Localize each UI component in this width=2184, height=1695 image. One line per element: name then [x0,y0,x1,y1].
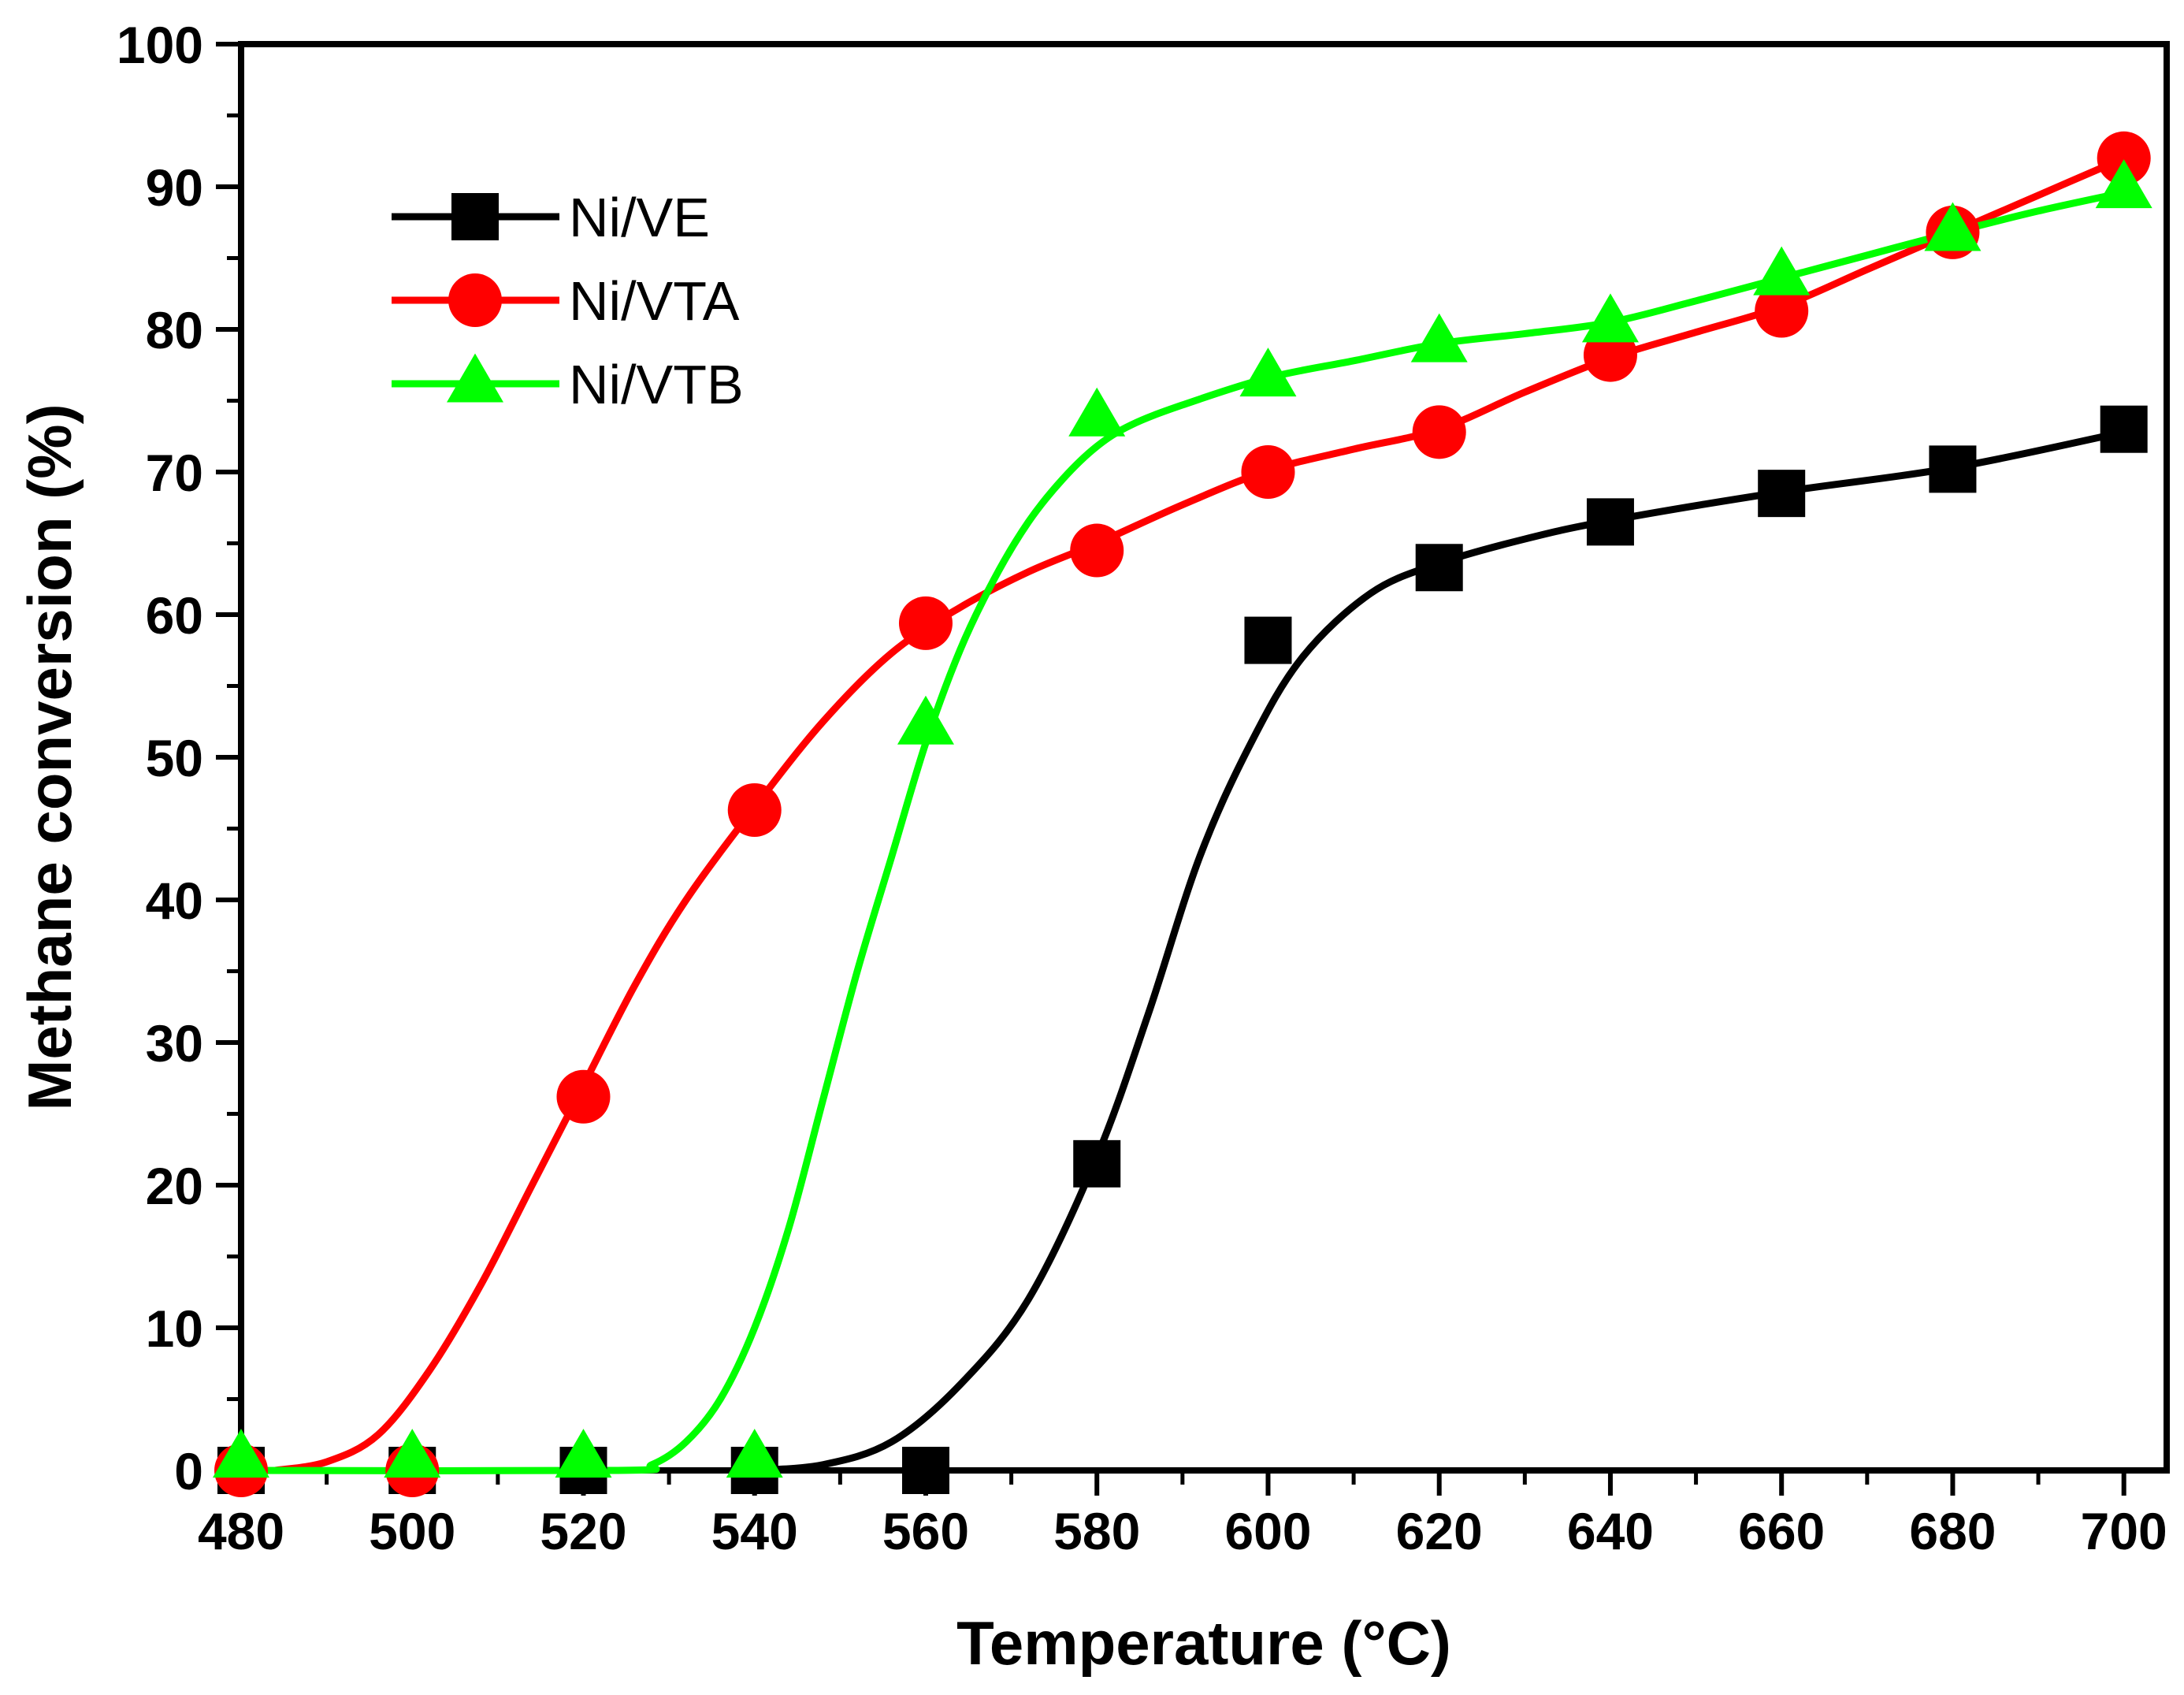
x-tick-label: 680 [1909,1502,1996,1560]
data-point-series-1 [1586,498,1634,546]
y-tick-label: 70 [146,444,203,502]
series-line-3 [240,188,2125,1475]
data-point-series-2 [556,1069,611,1124]
data-point-series-3 [1410,313,1468,362]
x-tick-label: 640 [1567,1502,1654,1560]
data-point-series-1 [1073,1139,1121,1188]
data-point-series-2 [2097,131,2151,185]
data-point-series-2 [1755,284,1809,338]
data-point-series-1 [1415,544,1463,592]
data-point-series-3 [1581,293,1639,343]
y-tick-label: 40 [146,872,203,930]
legend-marker [447,353,503,403]
y-tick-label: 90 [146,158,203,217]
data-point-series-3 [726,1429,783,1478]
x-tick-label: 560 [882,1502,969,1560]
series-line-1 [754,428,2125,1474]
legend-marker [451,193,499,240]
tick-labels: 480 500 520 540 560 580 600 620 640 660 680 700 0 10 2… [117,16,2167,1560]
fit-curves [240,154,2126,1475]
y-tick-label: 60 [146,586,203,645]
x-tick-label: 500 [369,1502,455,1560]
y-axis-title: Methane conversion (%) [15,403,84,1110]
axis-ticks [216,42,2126,1496]
data-point-series-3 [555,1429,612,1478]
legend-label: Ni/VTB [569,354,744,415]
data-point-series-3 [1753,246,1811,296]
data-point-series-2 [1412,405,1466,459]
data-point-series-2 [1070,523,1124,578]
y-tick-label: 80 [146,301,203,359]
data-point-series-1 [1244,616,1292,664]
x-tick-label: 600 [1224,1502,1311,1560]
data-point-series-1 [2100,405,2148,453]
x-tick-label: 520 [540,1502,626,1560]
data-point-series-3 [1239,348,1297,397]
y-tick-label: 50 [146,729,203,787]
y-tick-label: 20 [146,1157,203,1215]
data-point-series-3 [384,1429,441,1478]
data-point-series-3 [897,695,954,745]
data-markers [213,131,2152,1497]
x-axis-title: Temperature (°C) [956,1608,1451,1678]
data-point-series-3 [213,1429,269,1478]
y-tick-label: 0 [174,1442,203,1500]
x-tick-label: 480 [198,1502,284,1560]
x-tick-label: 540 [711,1502,798,1560]
data-point-series-2 [727,782,782,837]
data-point-series-1 [1758,470,1806,518]
data-point-series-3 [1924,202,1982,251]
data-point-series-3 [1068,387,1126,437]
legend-label: Ni/VTA [569,270,740,332]
legend-label: Ni/VE [569,187,710,248]
y-tick-label: 10 [146,1299,203,1358]
x-tick-label: 660 [1738,1502,1825,1560]
x-tick-label: 700 [2081,1502,2167,1560]
legend-marker [448,273,502,327]
data-point-series-2 [898,596,953,650]
x-tick-label: 580 [1053,1502,1140,1560]
data-point-series-1 [901,1447,949,1494]
y-tick-label: 30 [146,1014,203,1072]
x-tick-label: 620 [1396,1502,1483,1560]
y-tick-label: 100 [117,16,203,74]
data-point-series-1 [1929,445,1977,493]
legend: Ni/VE Ni/VTA Ni/VTB [392,187,744,415]
data-point-series-2 [1241,445,1295,499]
plot-frame [238,41,2170,1474]
data-point-series-3 [2095,159,2152,209]
series-line-2 [274,154,2126,1474]
